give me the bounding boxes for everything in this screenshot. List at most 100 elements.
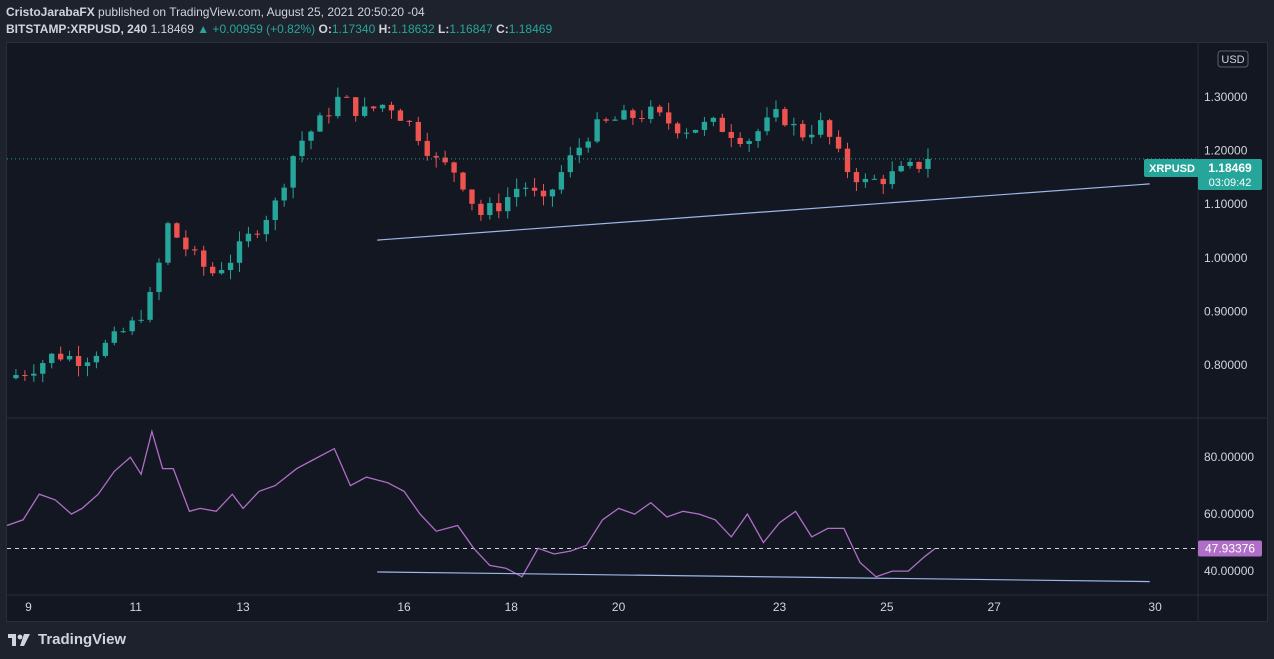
candle-body [657, 107, 662, 113]
candle-body [407, 121, 412, 122]
candle-body [299, 141, 304, 156]
author-name[interactable]: CristoJarabaFX [6, 5, 95, 19]
high-label: H: [379, 22, 392, 36]
candle-body [94, 356, 99, 362]
candle-body [711, 118, 716, 122]
time-tick-label: 11 [130, 600, 143, 614]
candle-body [31, 374, 36, 376]
candle-body [836, 137, 841, 149]
symbol-label[interactable]: BITSTAMP:XRPUSD, 240 [6, 22, 147, 36]
time-tick-label: 16 [397, 600, 411, 614]
rsi-tag: 47.93376 [1198, 540, 1262, 556]
price-trendline [377, 184, 1150, 240]
candle-body [791, 124, 796, 125]
candle-body [353, 97, 358, 116]
publish-line: CristoJarabaFX published on TradingView.… [6, 4, 552, 21]
rsi-line [7, 432, 935, 577]
chart-canvas[interactable]: 0.80000 0.90000 1.00000 1.10000 1.20000 1.300… [7, 43, 1267, 621]
rsi-value-tag: 47.93376 [1205, 541, 1255, 555]
price-tick-label: 1.00000 [1204, 251, 1248, 265]
candle-body [863, 179, 868, 182]
candle-body [317, 115, 322, 131]
candle-body [890, 171, 895, 184]
time-tick-label: 20 [612, 600, 626, 614]
rsi-tick-label: 40.00000 [1204, 564, 1254, 578]
candle-body [58, 354, 63, 360]
open-label: O: [319, 22, 332, 36]
candle-body [469, 190, 474, 204]
candle-body [541, 191, 546, 197]
candle-body [398, 110, 403, 120]
candle-body [344, 97, 349, 98]
candle-body [693, 130, 698, 133]
time-tick-label: 18 [505, 600, 519, 614]
price-tick-label: 0.80000 [1204, 358, 1248, 372]
price-tick-label: 1.10000 [1204, 197, 1248, 211]
candle-body [800, 124, 805, 137]
time-tick-label: 9 [25, 600, 32, 614]
candle-body [192, 249, 197, 250]
candle-body [308, 132, 313, 141]
rsi-tick-label: 80.00000 [1204, 450, 1254, 464]
candle-body [138, 320, 143, 321]
candle-body [666, 112, 671, 123]
currency-badge[interactable]: USD [1218, 51, 1248, 67]
tradingview-logo-icon [8, 633, 32, 647]
chart-header: CristoJarabaFX published on TradingView.… [6, 4, 552, 38]
candle-body [594, 119, 599, 141]
chart-area[interactable]: 0.80000 0.90000 1.00000 1.10000 1.20000 1.300… [6, 42, 1268, 622]
candle-body [389, 105, 394, 111]
candle-body [246, 234, 251, 242]
candle-body [603, 119, 608, 120]
symbol-tag: XRPUSD [1149, 163, 1195, 175]
last-price: 1.18469 [150, 22, 193, 36]
candle-body [639, 118, 644, 119]
rsi-tick-label: 60.00000 [1204, 507, 1254, 521]
candle-body [22, 375, 27, 376]
candle-body [282, 188, 287, 201]
candle-body [165, 223, 170, 262]
candle-body [925, 159, 930, 169]
publish-info: published on TradingView.com, August 25,… [98, 5, 425, 19]
candle-body [684, 133, 689, 134]
time-axis[interactable]: 9 11 13 16 18 20 23 25 27 30 [25, 600, 1162, 614]
price-pane[interactable]: 0.80000 0.90000 1.00000 1.10000 1.20000 1.300… [7, 88, 1248, 383]
candle-body [121, 331, 126, 332]
candle-body [219, 270, 224, 273]
candle-body [112, 331, 117, 342]
candle-body [577, 148, 582, 156]
candle-body [255, 234, 260, 235]
candle-body [898, 166, 903, 171]
candle-body [773, 109, 778, 117]
candle-body [290, 156, 295, 188]
candle-body [85, 362, 90, 366]
candle-body [827, 120, 832, 137]
price-tick-label: 1.30000 [1204, 90, 1248, 104]
candle-body [371, 106, 376, 108]
candle-body [612, 120, 617, 121]
candle-body [872, 179, 877, 180]
tradingview-logo[interactable]: TradingView [8, 631, 126, 648]
candle-body [103, 343, 108, 356]
currency-label: USD [1221, 54, 1244, 66]
candle-body [755, 131, 760, 141]
candle-body [326, 115, 331, 116]
candle-body [568, 155, 573, 172]
candle-body [648, 107, 653, 119]
candle-body [264, 220, 269, 234]
candle-body [201, 250, 206, 266]
candle-body [818, 120, 823, 135]
time-tick-label: 25 [880, 600, 894, 614]
candle-body [487, 203, 492, 215]
candle-body [362, 106, 367, 115]
candle-body [550, 190, 555, 197]
rsi-trendline [377, 572, 1150, 582]
candle-body [416, 122, 421, 141]
candle-body [523, 188, 528, 189]
candle-body [702, 122, 707, 130]
time-tick-label: 30 [1148, 600, 1162, 614]
candle-body [738, 138, 743, 144]
rsi-pane[interactable]: 40.00000 60.00000 80.00000 [7, 432, 1254, 582]
candle-body [496, 203, 501, 211]
candle-body [156, 263, 161, 292]
